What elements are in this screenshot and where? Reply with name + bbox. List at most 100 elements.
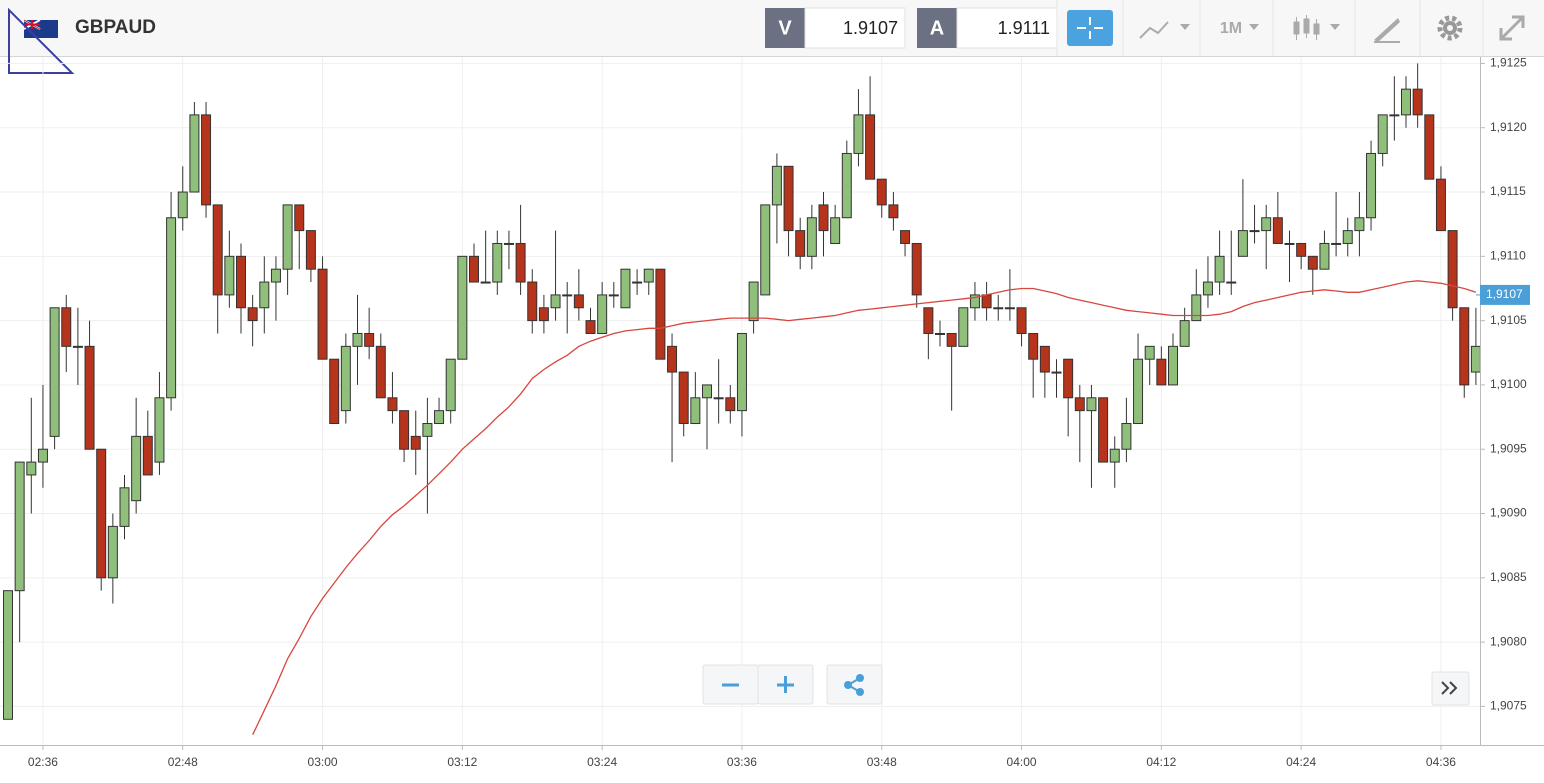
candle-body	[1447, 230, 1458, 309]
candle-body	[270, 268, 281, 283]
candle-body	[1342, 230, 1353, 244]
candle-body	[434, 410, 445, 425]
candle-body	[14, 461, 25, 592]
candle-body	[946, 332, 957, 347]
candle-body	[492, 242, 503, 283]
zoom-in-button[interactable]	[757, 664, 814, 705]
candle-body	[84, 345, 95, 450]
candle-body	[201, 114, 212, 206]
crosshair-button[interactable]	[1067, 10, 1113, 46]
scroll-to-end-button[interactable]	[1431, 671, 1470, 706]
corner-marker	[8, 7, 75, 74]
candle-body	[131, 435, 142, 502]
candle-body	[1063, 358, 1074, 399]
candle-body	[818, 204, 829, 232]
candle-body	[760, 204, 771, 296]
candle-body	[655, 268, 666, 360]
share-button[interactable]	[826, 664, 883, 705]
candle-body	[422, 423, 433, 437]
candle-body	[247, 307, 258, 322]
candle-body	[923, 307, 934, 334]
candle-body	[585, 320, 596, 334]
candle-body	[1319, 242, 1330, 270]
y-tick-label: 1,9075	[1490, 699, 1527, 713]
candle-body	[259, 281, 270, 309]
bid-label: V	[778, 17, 792, 39]
candle-body	[1424, 114, 1435, 180]
drawing-tools-button[interactable]	[1374, 18, 1400, 43]
candle-body	[387, 397, 398, 412]
candle-body	[678, 371, 689, 425]
candle-body	[375, 345, 386, 399]
candle-body	[1272, 217, 1283, 244]
candle-body	[667, 345, 678, 373]
x-tick-label: 02:48	[168, 755, 198, 769]
bid-price: 1.9107	[843, 18, 898, 38]
candle-body	[620, 268, 631, 309]
symbol-name: GBPAUD	[75, 17, 156, 38]
candle-body	[154, 397, 165, 463]
candle-body	[457, 255, 468, 360]
candle-body	[1366, 152, 1377, 219]
candle-body	[1389, 114, 1400, 117]
candle-body	[1435, 178, 1446, 232]
candle-body	[364, 332, 375, 347]
last-price-label: 1,9107	[1486, 287, 1523, 301]
candle-body	[1284, 242, 1295, 245]
candle-body	[981, 294, 992, 309]
candle-body	[1016, 307, 1027, 334]
candle-body	[224, 255, 235, 296]
candle-body	[969, 294, 980, 309]
candle-body	[1074, 397, 1085, 412]
candle-body	[1470, 345, 1480, 373]
x-tick-label: 04:36	[1426, 755, 1456, 769]
candle-body	[876, 178, 887, 206]
settings-button[interactable]	[1437, 15, 1463, 41]
candle-body	[480, 281, 491, 284]
candle-body	[26, 461, 37, 476]
candle-body	[702, 384, 712, 399]
ask-label: A	[930, 17, 944, 39]
candle-body	[888, 204, 899, 219]
candle-body	[96, 448, 107, 579]
candle-body	[49, 307, 60, 437]
axes: 1,9075 1,9080 1,9085 1,9090 1,9095 1,9100 1,91…	[28, 56, 1530, 769]
candle-body	[305, 230, 316, 270]
indicators-button[interactable]	[1139, 21, 1190, 39]
timeframe-button[interactable]: 1M	[1220, 20, 1242, 37]
candle-body	[1377, 114, 1388, 154]
candle-body	[911, 242, 922, 296]
y-tick-label: 1,9090	[1490, 506, 1527, 520]
candle-body	[1039, 345, 1050, 373]
candle-body	[1307, 255, 1318, 270]
x-tick-label: 03:48	[867, 755, 897, 769]
candle-body	[1331, 242, 1342, 245]
candle-body	[795, 230, 806, 257]
candle-body	[643, 268, 654, 283]
candle-body	[1202, 281, 1213, 296]
bid-field[interactable]	[804, 7, 906, 49]
candle-body	[1412, 88, 1423, 116]
grid	[0, 57, 1480, 745]
x-tick-label: 03:00	[308, 755, 338, 769]
zoom-out-button[interactable]	[702, 664, 759, 705]
y-tick-label: 1,9095	[1490, 441, 1527, 455]
candle-body	[935, 332, 945, 335]
candle-body	[1226, 281, 1237, 284]
x-tick-label: 04:12	[1146, 755, 1176, 769]
candle-body	[166, 217, 177, 399]
candle-body	[294, 204, 305, 232]
timeframe-arrow	[1249, 24, 1259, 30]
fullscreen-button[interactable]	[1499, 15, 1525, 41]
candle-body	[1249, 230, 1260, 233]
candle-body	[1179, 320, 1190, 347]
candle-body	[37, 448, 48, 463]
candle-body	[713, 397, 724, 400]
candle-body	[1086, 397, 1097, 412]
candle-body	[72, 345, 83, 348]
candle-body	[399, 410, 410, 450]
y-tick-label: 1,9110	[1490, 248, 1526, 262]
chart-type-button[interactable]	[1293, 15, 1340, 40]
candle-body	[748, 281, 759, 322]
ask-field[interactable]	[956, 7, 1058, 49]
